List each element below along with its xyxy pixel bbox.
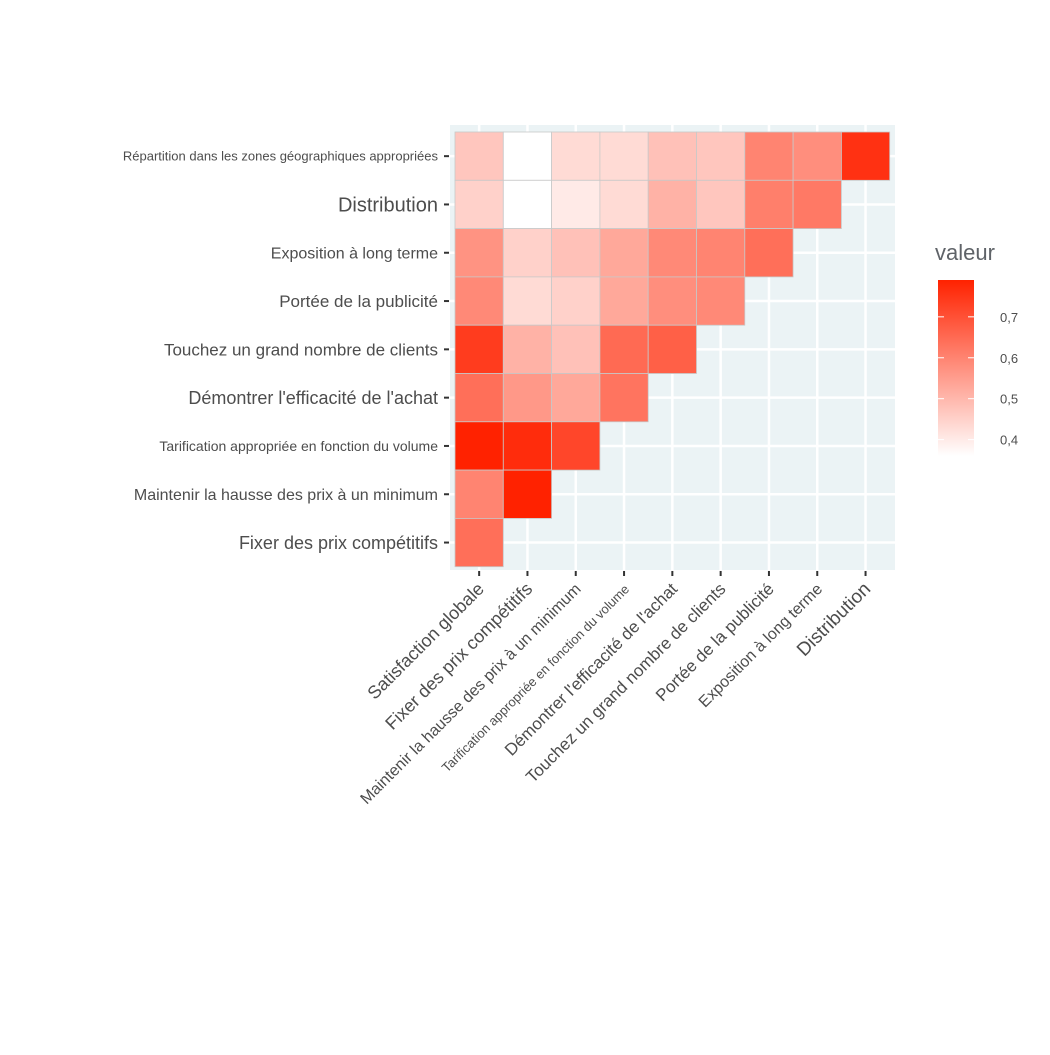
heatmap-cell (551, 228, 601, 278)
heatmap-cell (454, 179, 504, 230)
heatmap-cell (454, 421, 504, 471)
x-tick-label: Maintenir la hausse des prix à un minimu… (357, 581, 584, 808)
heatmap-cell (744, 228, 794, 278)
heatmap-cell (647, 324, 697, 374)
heatmap-cell (647, 179, 697, 230)
heatmap-cell (599, 324, 649, 374)
y-tick-label: Fixer des prix compétitifs (239, 533, 438, 553)
heatmap-cell (551, 276, 601, 326)
y-tick-label: Portée de la publicité (279, 292, 438, 311)
heatmap-cell (454, 373, 504, 423)
heatmap-cell (696, 131, 746, 181)
heatmap-cell (551, 373, 601, 423)
heatmap-cell (792, 131, 842, 181)
heatmap-cell (454, 518, 504, 568)
heatmap-cell (744, 179, 794, 230)
heatmap-cell (599, 276, 649, 326)
heatmap-cell (502, 228, 552, 278)
x-tick-label: Démontrer l'efficacité de l'achat (501, 579, 681, 759)
legend-tick-label: 0,4 (1000, 433, 1018, 448)
heatmap-cell (502, 421, 552, 471)
heatmap-cell (551, 131, 601, 181)
heatmap-cell (502, 469, 552, 519)
legend-tick-label: 0,7 (1000, 310, 1018, 325)
y-tick-label: Démontrer l'efficacité de l'achat (188, 388, 438, 408)
legend-tick-label: 0,5 (1000, 392, 1018, 407)
heatmap-cell (696, 228, 746, 278)
y-tick-label: Distribution (338, 194, 438, 216)
heatmap-cell (841, 131, 891, 181)
y-tick-label: Tarification appropriée en fonction du v… (159, 438, 438, 454)
legend: valeur 0,4 0,5 0,6 0,7 (935, 240, 1018, 456)
heatmap-cell (454, 228, 504, 278)
heatmap-cell (647, 131, 697, 181)
heatmap-cell (599, 228, 649, 278)
y-tick-label: Maintenir la hausse des prix à un minimu… (134, 487, 438, 504)
heatmap-cell (551, 179, 601, 230)
heatmap-cell (551, 324, 601, 374)
legend-colorbar (938, 280, 974, 456)
y-tick-label: Touchez un grand nombre de clients (164, 340, 438, 359)
legend-tick-label: 0,6 (1000, 351, 1018, 366)
heatmap-cell (744, 131, 794, 181)
heatmap-cell (647, 276, 697, 326)
y-tick-label: Répartition dans les zones géographiques… (123, 149, 439, 164)
heatmap-cell (502, 276, 552, 326)
heatmap-cell (454, 276, 504, 326)
heatmap-cell (599, 179, 649, 230)
heatmap-cell (454, 469, 504, 519)
heatmap-cell (696, 276, 746, 326)
heatmap-cell (551, 421, 601, 471)
legend-title: valeur (935, 240, 995, 265)
heatmap-cell (792, 179, 842, 230)
heatmap-cell (599, 373, 649, 423)
heatmap-cell (696, 179, 746, 230)
heatmap-cell (454, 324, 504, 374)
heatmap-cell (599, 131, 649, 181)
heatmap-cell (502, 373, 552, 423)
heatmap-cell (647, 228, 697, 278)
heatmap-cell (454, 131, 504, 181)
heatmap-cell (502, 324, 552, 374)
heatmap-cell (502, 179, 552, 230)
y-tick-label: Exposition à long terme (271, 245, 438, 262)
heatmap-cell (502, 131, 552, 181)
